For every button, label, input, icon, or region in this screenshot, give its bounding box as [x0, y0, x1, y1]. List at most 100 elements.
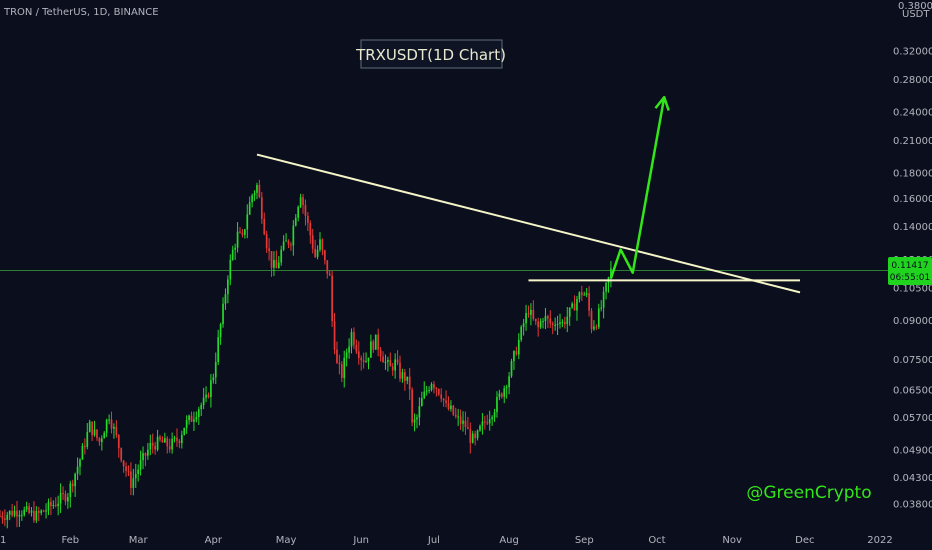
- candle-body: [103, 432, 106, 439]
- candle: [282, 235, 285, 252]
- candle: [62, 486, 64, 500]
- candle-body: [0, 515, 1, 517]
- candle: [130, 462, 132, 496]
- candle-body: [556, 323, 559, 325]
- candle: [404, 368, 406, 391]
- candle-body: [50, 501, 52, 507]
- candle-body: [326, 260, 329, 274]
- candle: [527, 305, 530, 318]
- candle: [91, 421, 93, 441]
- candle: [379, 347, 382, 362]
- candle: [302, 193, 304, 214]
- candle-body: [399, 362, 401, 379]
- chart-title-box[interactable]: TRXUSDT(1D Chart): [355, 39, 506, 69]
- candle: [328, 270, 331, 276]
- candle: [578, 291, 581, 303]
- candle-body: [597, 308, 600, 328]
- candle: [450, 400, 452, 412]
- candle-body: [251, 195, 253, 203]
- candle: [399, 355, 401, 382]
- candle-body: [207, 394, 210, 398]
- candle: [8, 510, 11, 521]
- candle: [537, 317, 540, 337]
- candle-body: [374, 334, 377, 350]
- time-tick-label: Mar: [129, 535, 149, 546]
- candle-body: [84, 445, 86, 447]
- candle: [549, 310, 552, 328]
- candle-body: [149, 442, 152, 450]
- candle: [314, 239, 316, 259]
- candle-body: [328, 273, 331, 276]
- candle-body: [505, 387, 508, 389]
- candle: [50, 497, 52, 516]
- candle-body: [311, 235, 314, 249]
- candle-body: [54, 504, 57, 506]
- candle-body: [8, 510, 11, 515]
- price-tick-label: 0.04300: [893, 473, 932, 484]
- candle-body: [25, 506, 28, 510]
- candle: [64, 490, 67, 506]
- candle-body: [416, 417, 418, 420]
- candle-body: [520, 326, 523, 340]
- candle: [84, 438, 86, 455]
- candle-body: [277, 262, 280, 269]
- candle-body: [16, 510, 18, 517]
- candle-body: [338, 363, 341, 365]
- candle: [338, 354, 341, 375]
- candle-body: [273, 260, 275, 268]
- candle: [253, 190, 256, 201]
- candle: [137, 464, 140, 482]
- candle-body: [493, 412, 496, 418]
- candle: [79, 458, 81, 476]
- candle: [530, 303, 532, 326]
- candle-body: [239, 231, 241, 233]
- candle-body: [297, 206, 300, 218]
- candle: [573, 295, 576, 311]
- candle: [467, 416, 469, 430]
- candle: [326, 260, 329, 279]
- candle-body: [52, 504, 55, 507]
- candle: [309, 220, 312, 244]
- candle: [452, 404, 455, 417]
- candle-body: [156, 436, 159, 450]
- watermark-text: @GreenCrypto: [746, 483, 871, 503]
- candle: [244, 228, 246, 239]
- candle-body: [471, 433, 474, 443]
- candle: [396, 350, 399, 366]
- candle-body: [79, 459, 81, 467]
- candle: [491, 415, 493, 426]
- candle: [139, 450, 142, 476]
- candle: [408, 367, 411, 401]
- candle-body: [583, 294, 586, 296]
- candle-body: [231, 249, 234, 260]
- candle-body: [185, 420, 188, 428]
- candle: [600, 300, 603, 312]
- candle: [391, 362, 394, 376]
- candle-body: [454, 414, 457, 417]
- candle: [4, 509, 6, 527]
- candle: [311, 228, 314, 254]
- price-tick-label: 0.14000: [893, 222, 932, 233]
- candle-body: [401, 372, 404, 379]
- candle-body: [551, 323, 554, 326]
- candle-body: [154, 445, 156, 450]
- symbol-header[interactable]: TRON / TetherUS, 1D, BINANCE: [3, 7, 159, 18]
- candle: [542, 317, 544, 329]
- candle: [74, 472, 76, 497]
- candle: [382, 351, 384, 363]
- current-price-tag: 0.11417 06:55:01: [888, 257, 932, 285]
- candle: [384, 354, 387, 370]
- candle-body: [33, 510, 35, 521]
- candle-body: [222, 303, 224, 325]
- candle: [561, 319, 564, 328]
- candle: [210, 374, 212, 408]
- candle-body: [91, 421, 93, 436]
- candle: [115, 420, 118, 438]
- candle-body: [18, 514, 21, 517]
- time-axis[interactable]: 21 Feb Mar Apr May Jun Jul Aug Sep Oct Nov Dec 2022: [0, 535, 893, 546]
- candle: [147, 442, 149, 460]
- candle-body: [270, 251, 273, 268]
- candle-body: [76, 466, 79, 474]
- price-tick-label: 0.06500: [893, 385, 932, 396]
